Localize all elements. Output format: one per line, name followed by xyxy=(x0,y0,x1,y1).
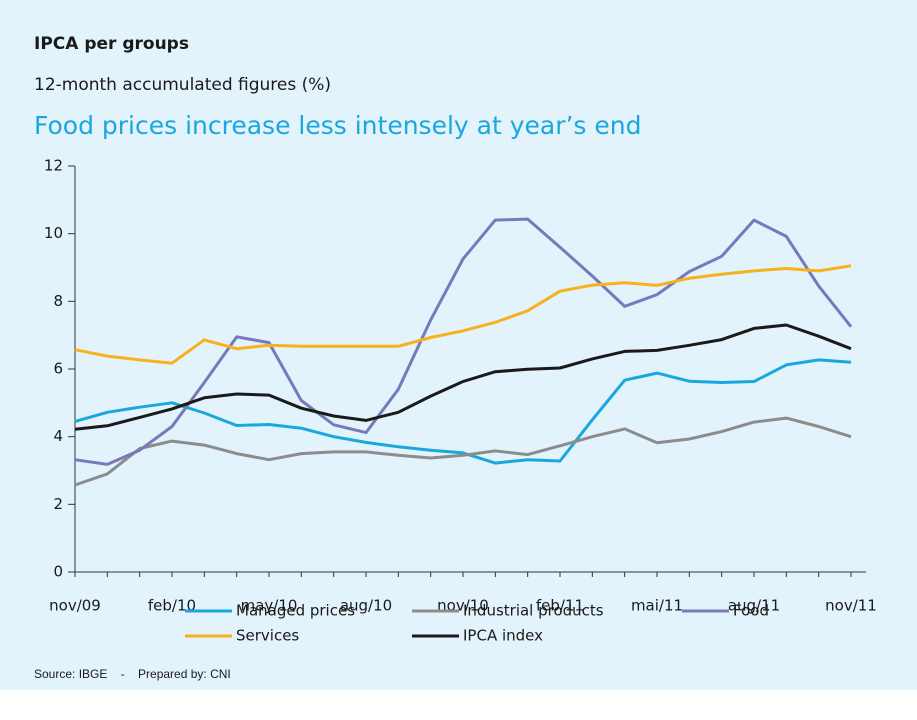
y-tick-label: 10 xyxy=(44,224,63,242)
x-tick-label: feb/11 xyxy=(536,597,584,615)
series-line xyxy=(74,323,852,431)
x-tick-label: aug/10 xyxy=(340,597,392,615)
y-tick-label: 8 xyxy=(53,292,63,310)
series-line xyxy=(74,358,852,465)
y-tick-label: 12 xyxy=(44,157,63,175)
x-tick-label: mai/11 xyxy=(631,597,683,615)
legend-label: Food xyxy=(733,602,769,620)
background xyxy=(0,0,917,690)
x-tick-label: nov/09 xyxy=(49,597,101,615)
y-tick-label: 6 xyxy=(53,360,63,378)
source: Source: IBGE - Prepared by: CNI xyxy=(34,667,231,681)
y-tick-label: 4 xyxy=(53,427,63,445)
legend-label: IPCA index xyxy=(463,627,543,645)
series-line xyxy=(74,217,853,466)
x-tick-label: nov/11 xyxy=(825,597,877,615)
headline: Food prices increase less intensely at y… xyxy=(34,111,642,140)
x-tick-label: may/10 xyxy=(241,597,298,615)
chart-title: IPCA per groups xyxy=(34,34,189,54)
x-tick-label: aug/11 xyxy=(728,597,780,615)
series-line xyxy=(74,264,852,365)
x-tick-label: feb/10 xyxy=(148,597,196,615)
y-tick-label: 0 xyxy=(53,563,63,581)
series-line xyxy=(74,416,852,487)
legend-label: Services xyxy=(236,627,299,645)
y-tick-label: 2 xyxy=(53,495,63,513)
chart-subtitle: 12-month accumulated figures (%) xyxy=(34,75,331,95)
legend-label: Managed prices xyxy=(236,602,355,620)
legend-label: Industrial products xyxy=(463,602,604,620)
